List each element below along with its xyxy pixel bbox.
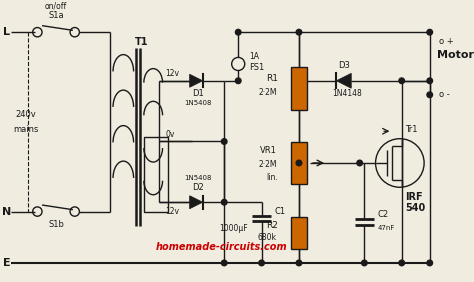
- Circle shape: [357, 160, 363, 166]
- Text: Motor: Motor: [437, 50, 474, 60]
- Text: 12v: 12v: [165, 69, 179, 78]
- Text: C2: C2: [377, 210, 389, 219]
- Text: VR1: VR1: [260, 146, 276, 155]
- Text: D2: D2: [192, 183, 204, 192]
- Text: 2·2M: 2·2M: [258, 160, 276, 169]
- Circle shape: [399, 78, 404, 83]
- Text: S1a: S1a: [48, 11, 64, 20]
- Text: E: E: [3, 258, 10, 268]
- Text: R2: R2: [266, 221, 278, 230]
- Text: R1: R1: [266, 74, 278, 83]
- Circle shape: [427, 92, 433, 98]
- Text: 1A: 1A: [249, 52, 259, 61]
- Bar: [291, 67, 307, 110]
- Text: 1N5408: 1N5408: [184, 175, 212, 181]
- Circle shape: [427, 78, 433, 83]
- Circle shape: [236, 29, 241, 35]
- Text: o +: o +: [439, 37, 454, 46]
- Circle shape: [221, 260, 227, 266]
- Text: D3: D3: [338, 61, 350, 70]
- Text: on/off: on/off: [45, 1, 67, 10]
- Text: T1: T1: [135, 37, 149, 47]
- Text: 12v: 12v: [165, 207, 179, 216]
- Circle shape: [296, 160, 302, 166]
- Text: 1N4148: 1N4148: [333, 89, 363, 98]
- Circle shape: [362, 260, 367, 266]
- Text: homemade-circuits.com: homemade-circuits.com: [155, 242, 287, 252]
- Text: 240v: 240v: [16, 110, 36, 119]
- Text: 1000μF: 1000μF: [219, 224, 248, 233]
- Text: N: N: [2, 206, 11, 217]
- Circle shape: [427, 29, 433, 35]
- Bar: [144, 137, 168, 212]
- Text: 540: 540: [405, 203, 426, 213]
- Circle shape: [296, 29, 302, 35]
- Circle shape: [236, 78, 241, 83]
- Text: Tr1: Tr1: [405, 125, 418, 134]
- Bar: [291, 217, 307, 249]
- Text: S1b: S1b: [48, 220, 64, 229]
- Text: 47nF: 47nF: [377, 225, 395, 231]
- Text: IRF: IRF: [405, 191, 423, 202]
- Circle shape: [221, 139, 227, 144]
- Circle shape: [296, 260, 302, 266]
- Text: o -: o -: [439, 90, 450, 99]
- Text: C1: C1: [274, 207, 286, 216]
- Circle shape: [221, 199, 227, 205]
- Text: L: L: [3, 27, 10, 37]
- Text: mains: mains: [13, 125, 39, 134]
- Text: D1: D1: [192, 89, 204, 98]
- Circle shape: [259, 260, 264, 266]
- Polygon shape: [190, 74, 203, 87]
- Bar: [291, 142, 307, 184]
- Text: 680k: 680k: [257, 233, 276, 242]
- Text: 2·2M: 2·2M: [258, 89, 276, 97]
- Text: FS1: FS1: [249, 63, 264, 72]
- Text: lin.: lin.: [267, 173, 278, 182]
- Text: 1N5408: 1N5408: [184, 100, 212, 106]
- Circle shape: [427, 260, 433, 266]
- Polygon shape: [190, 196, 203, 209]
- Circle shape: [399, 260, 404, 266]
- Polygon shape: [337, 73, 351, 88]
- Text: 0v: 0v: [165, 129, 175, 138]
